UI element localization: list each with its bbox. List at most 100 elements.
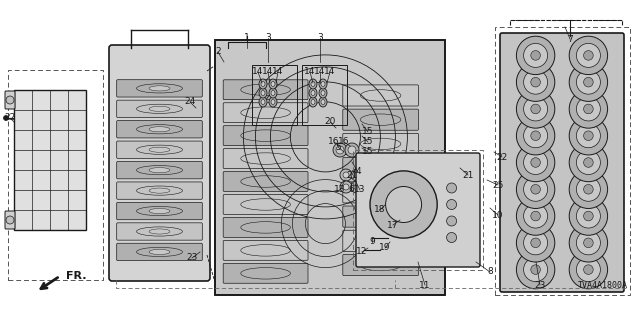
Ellipse shape <box>311 100 315 104</box>
Circle shape <box>516 170 555 208</box>
Circle shape <box>577 231 600 255</box>
FancyBboxPatch shape <box>356 153 480 267</box>
Text: 15: 15 <box>362 127 374 137</box>
Circle shape <box>333 143 347 157</box>
Circle shape <box>524 70 548 94</box>
Circle shape <box>569 170 607 208</box>
FancyBboxPatch shape <box>343 109 419 130</box>
Ellipse shape <box>149 106 170 111</box>
Circle shape <box>584 184 593 194</box>
Circle shape <box>577 70 600 94</box>
FancyBboxPatch shape <box>116 162 202 179</box>
FancyBboxPatch shape <box>223 149 308 169</box>
Ellipse shape <box>149 127 170 132</box>
Text: 5: 5 <box>335 142 341 151</box>
Text: 18: 18 <box>374 205 386 214</box>
Text: 22: 22 <box>497 153 508 162</box>
Circle shape <box>385 187 422 222</box>
FancyBboxPatch shape <box>343 206 419 227</box>
Circle shape <box>531 265 540 274</box>
Text: 21: 21 <box>462 171 474 180</box>
Circle shape <box>336 146 344 154</box>
Circle shape <box>569 143 607 182</box>
Circle shape <box>6 96 14 104</box>
Circle shape <box>524 231 548 255</box>
Circle shape <box>577 204 600 228</box>
FancyBboxPatch shape <box>343 133 419 155</box>
Circle shape <box>584 238 593 248</box>
Text: 6: 6 <box>348 186 354 195</box>
Circle shape <box>340 181 352 193</box>
Circle shape <box>577 258 600 282</box>
Text: 1: 1 <box>244 33 250 42</box>
FancyBboxPatch shape <box>343 254 419 276</box>
Ellipse shape <box>269 97 277 107</box>
Text: 16: 16 <box>328 138 340 147</box>
Ellipse shape <box>319 97 327 107</box>
Ellipse shape <box>149 168 170 173</box>
Circle shape <box>577 177 600 201</box>
Text: 14: 14 <box>272 68 284 76</box>
Ellipse shape <box>149 249 170 254</box>
FancyBboxPatch shape <box>223 240 308 260</box>
Circle shape <box>584 77 593 87</box>
Circle shape <box>516 197 555 235</box>
Text: 25: 25 <box>492 180 504 189</box>
Circle shape <box>584 51 593 60</box>
Circle shape <box>531 131 540 140</box>
Text: 14: 14 <box>314 68 326 76</box>
Text: TVA4A1800A: TVA4A1800A <box>578 281 628 290</box>
FancyBboxPatch shape <box>116 243 202 260</box>
Ellipse shape <box>271 91 275 95</box>
Ellipse shape <box>149 209 170 214</box>
Ellipse shape <box>259 79 267 89</box>
Circle shape <box>516 116 555 155</box>
Circle shape <box>577 124 600 148</box>
Text: 24: 24 <box>184 98 196 107</box>
Circle shape <box>584 265 593 274</box>
Circle shape <box>516 36 555 75</box>
Text: 16: 16 <box>339 138 349 147</box>
FancyBboxPatch shape <box>223 126 308 146</box>
Circle shape <box>524 97 548 121</box>
Circle shape <box>569 63 607 101</box>
Circle shape <box>584 211 593 221</box>
Ellipse shape <box>149 86 170 91</box>
Ellipse shape <box>271 82 275 86</box>
Circle shape <box>364 234 372 242</box>
Text: 13: 13 <box>334 186 346 195</box>
Ellipse shape <box>149 188 170 193</box>
Ellipse shape <box>321 91 325 95</box>
FancyBboxPatch shape <box>116 100 202 117</box>
Circle shape <box>584 158 593 167</box>
FancyBboxPatch shape <box>343 230 419 252</box>
Circle shape <box>577 44 600 68</box>
Text: 15: 15 <box>362 148 374 156</box>
Text: 3: 3 <box>317 34 323 43</box>
FancyBboxPatch shape <box>116 223 202 240</box>
Circle shape <box>516 143 555 182</box>
Text: 23: 23 <box>534 281 546 290</box>
Circle shape <box>6 216 14 224</box>
Ellipse shape <box>149 147 170 152</box>
Ellipse shape <box>259 97 267 107</box>
FancyBboxPatch shape <box>116 121 202 138</box>
Circle shape <box>577 97 600 121</box>
Ellipse shape <box>309 97 317 107</box>
Polygon shape <box>215 40 445 295</box>
Text: 2: 2 <box>215 47 221 57</box>
FancyBboxPatch shape <box>343 182 419 203</box>
Circle shape <box>569 116 607 155</box>
Text: 20: 20 <box>324 117 336 126</box>
Circle shape <box>516 63 555 101</box>
Circle shape <box>447 216 456 226</box>
Circle shape <box>569 224 607 262</box>
Circle shape <box>340 169 352 181</box>
Ellipse shape <box>311 82 315 86</box>
Circle shape <box>531 104 540 114</box>
Text: 11: 11 <box>419 281 431 290</box>
Circle shape <box>531 77 540 87</box>
FancyBboxPatch shape <box>223 103 308 123</box>
Text: 12: 12 <box>356 247 368 257</box>
Text: 10: 10 <box>492 211 504 220</box>
